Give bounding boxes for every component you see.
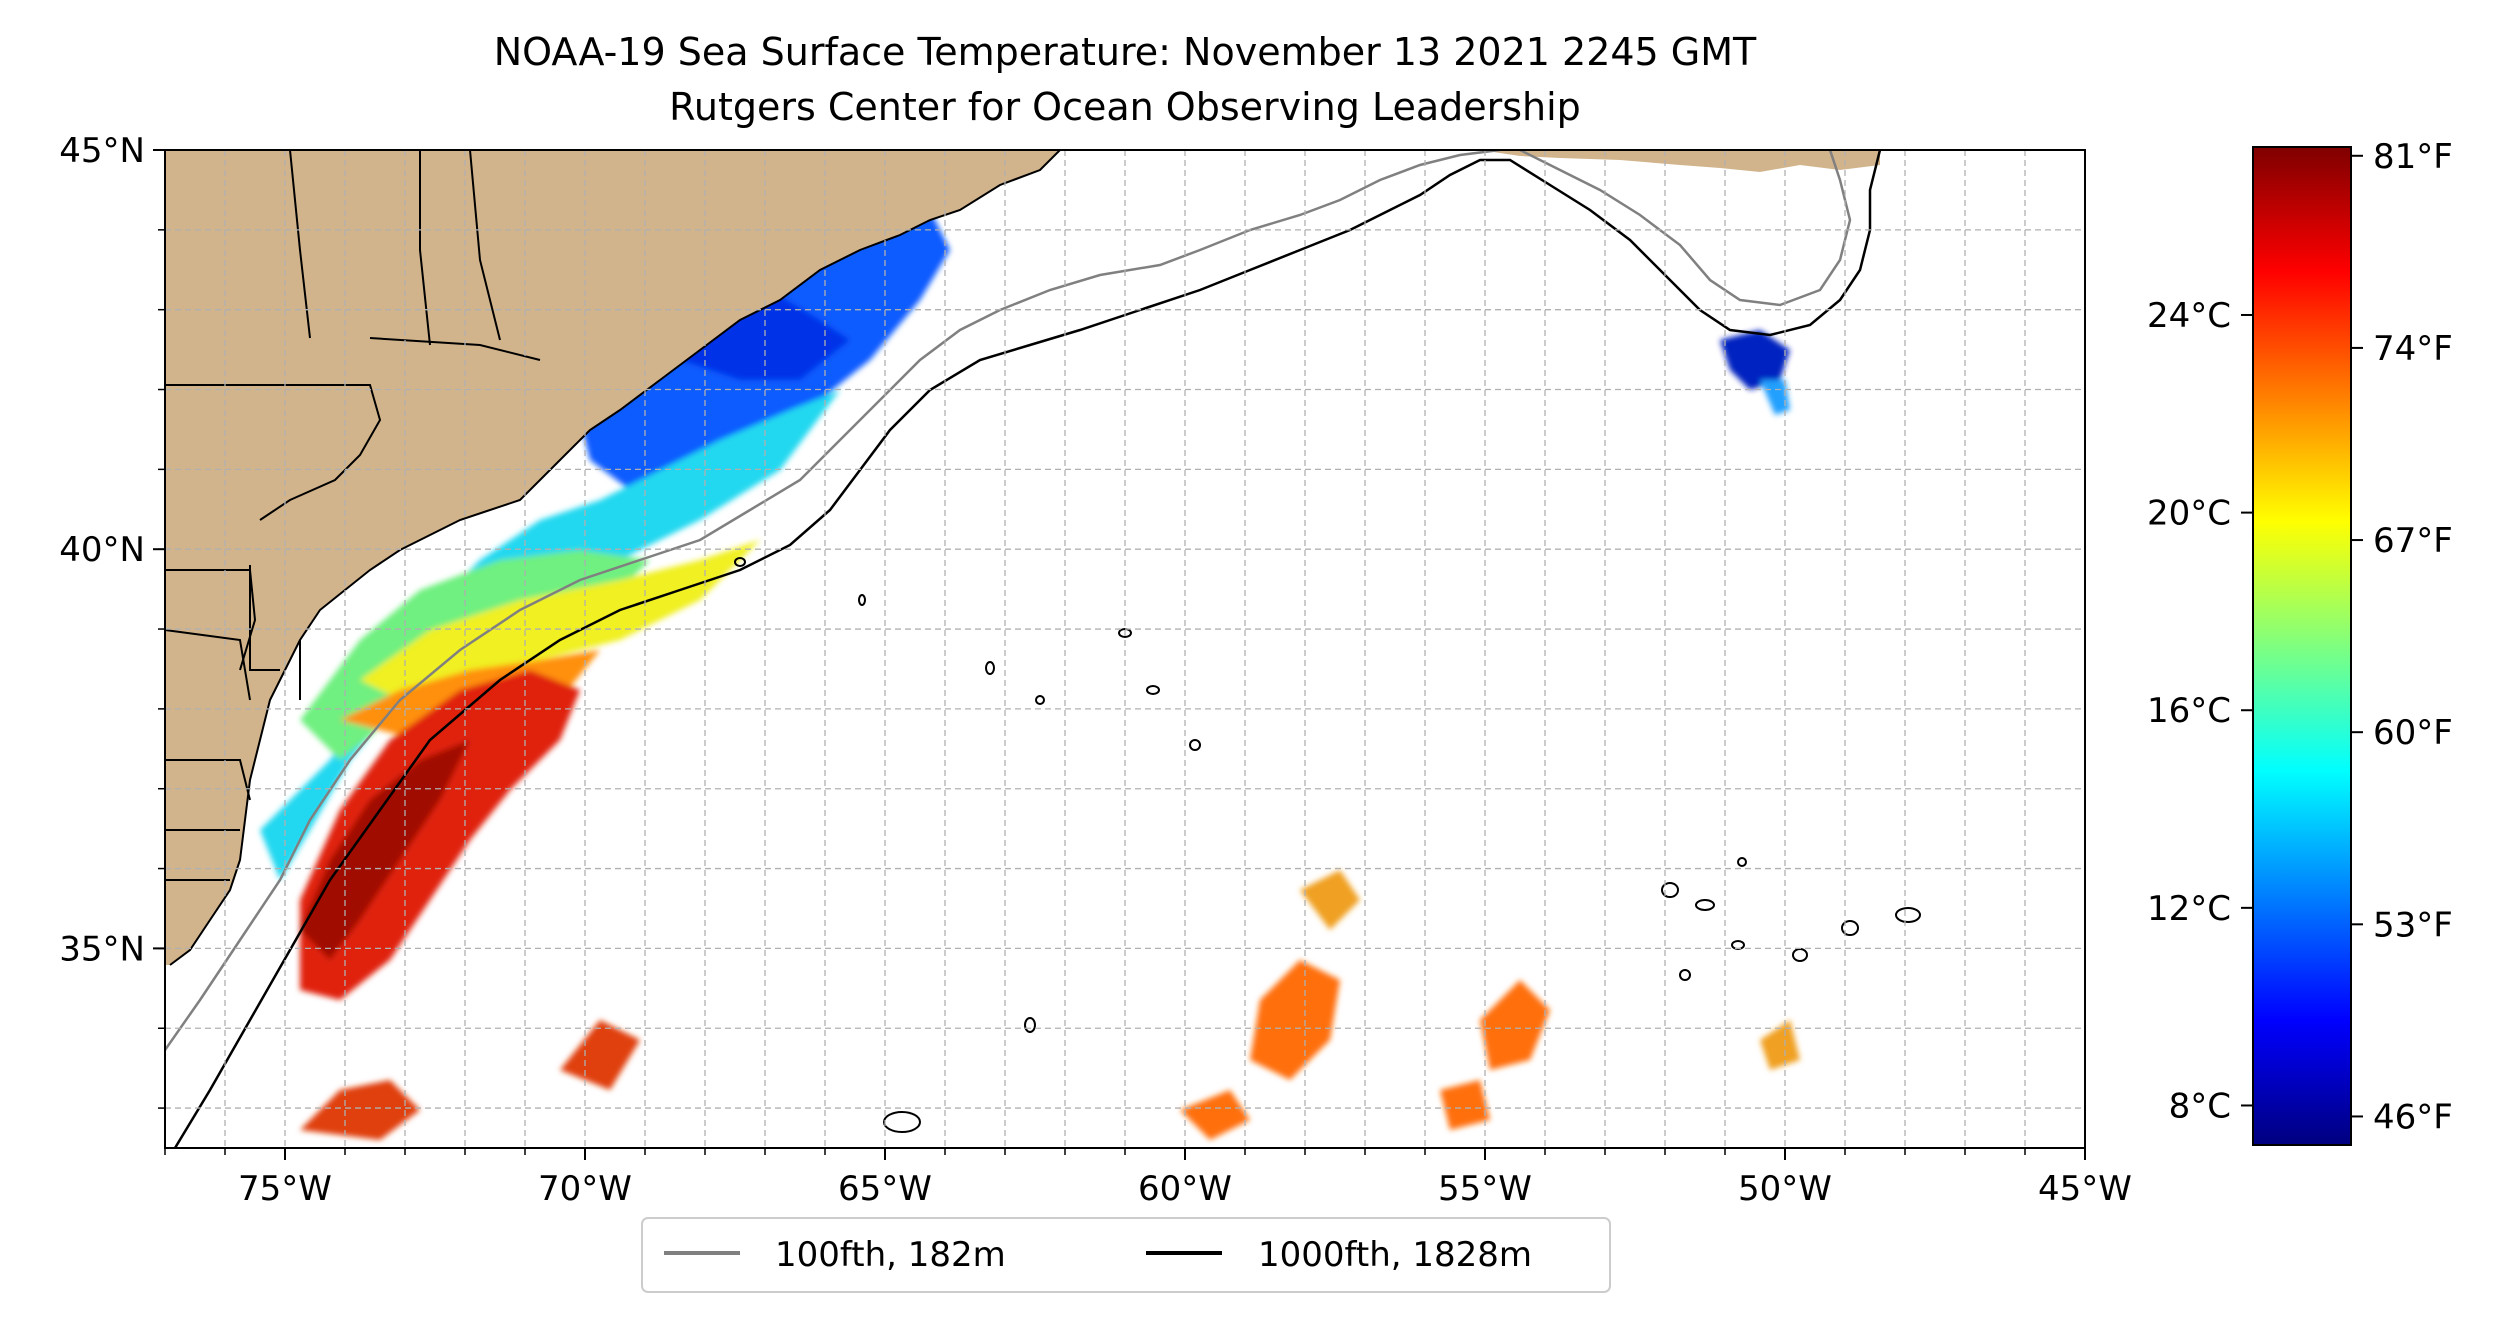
sst-south-patches-3	[1300, 870, 1800, 1070]
x-tick-label: 55°W	[1438, 1169, 1532, 1209]
x-tick-label: 45°W	[2038, 1169, 2132, 1209]
x-tick-label: 65°W	[838, 1169, 932, 1209]
x-tick-label: 60°W	[1138, 1169, 1232, 1209]
coastline	[169, 150, 1061, 966]
x-tick-label: 70°W	[538, 1169, 632, 1209]
x-axis-ticks: 75°W 70°W 65°W 60°W 55°W 50°W 45°W	[164, 1148, 2132, 1209]
title-line-1: NOAA-19 Sea Surface Temperature: Novembe…	[494, 30, 1757, 74]
colorbar-gradient	[2252, 146, 2352, 1146]
legend: 100fth, 182m 1000fth, 1828m	[641, 1217, 1611, 1293]
fahrenheit-tick-label: 60°F	[2373, 713, 2453, 753]
celsius-tick-label: 12°C	[2147, 889, 2231, 929]
y-tick-label: 40°N	[59, 530, 145, 570]
fahrenheit-tick-label: 81°F	[2373, 137, 2453, 177]
x-tick-label: 75°W	[238, 1169, 332, 1209]
fahrenheit-tick-label: 46°F	[2373, 1097, 2453, 1137]
sst-warm-slope	[360, 540, 760, 700]
x-tick-label: 50°W	[1738, 1169, 1832, 1209]
map-panel: 75°W 70°W 65°W 60°W 55°W 50°W 45°W 45°N 40°N 35°…	[59, 131, 2132, 1209]
land-nova-scotia	[820, 150, 1060, 200]
y-tick-label: 45°N	[59, 131, 145, 171]
state-borders	[165, 150, 541, 881]
colorbar-celsius-ticks: 8°C 12°C 16°C 20°C 24°C	[2147, 296, 2253, 1126]
colorbar-fahrenheit-ticks: 46°F 53°F 60°F 67°F 74°F 81°F	[2351, 137, 2453, 1137]
fahrenheit-tick-label: 53°F	[2373, 905, 2453, 945]
y-tick-label: 35°N	[59, 929, 145, 969]
land-newfoundland	[1480, 150, 1880, 172]
sst-grand-banks-2	[1760, 380, 1790, 415]
sst-south-patches	[300, 1020, 640, 1140]
fahrenheit-tick-label: 74°F	[2373, 329, 2453, 369]
celsius-tick-label: 24°C	[2147, 296, 2231, 336]
y-axis-ticks: 45°N 40°N 35°N	[59, 131, 165, 1109]
sst-mid-atlantic-shelf	[260, 390, 840, 880]
legend-box	[641, 1217, 1611, 1293]
sst-gulf-stream	[300, 670, 580, 1000]
colorbar: 8°C 12°C 16°C 20°C 24°C 46°F 53°F 60°F 67°F 74°F…	[2147, 137, 2453, 1146]
sst-south-patches-2	[1180, 960, 1550, 1140]
celsius-tick-label: 8°C	[2169, 1086, 2231, 1126]
title-line-2: Rutgers Center for Ocean Observing Leade…	[669, 85, 1581, 129]
isobath-1000fth	[173, 150, 1882, 1148]
sst-grand-banks	[1720, 330, 1790, 390]
land	[165, 150, 1880, 965]
land-north-america	[165, 150, 1060, 965]
sst-gulf-stream-core	[300, 740, 470, 960]
fahrenheit-tick-label: 67°F	[2373, 521, 2453, 561]
legend-label-100fth: 100fth, 182m	[775, 1235, 1006, 1275]
isobath-100fth	[165, 150, 1852, 1051]
legend-label-1000fth: 1000fth, 1828m	[1258, 1235, 1532, 1275]
celsius-tick-label: 16°C	[2147, 691, 2231, 731]
seamounts	[734, 557, 1921, 1133]
celsius-tick-label: 20°C	[2147, 494, 2231, 534]
